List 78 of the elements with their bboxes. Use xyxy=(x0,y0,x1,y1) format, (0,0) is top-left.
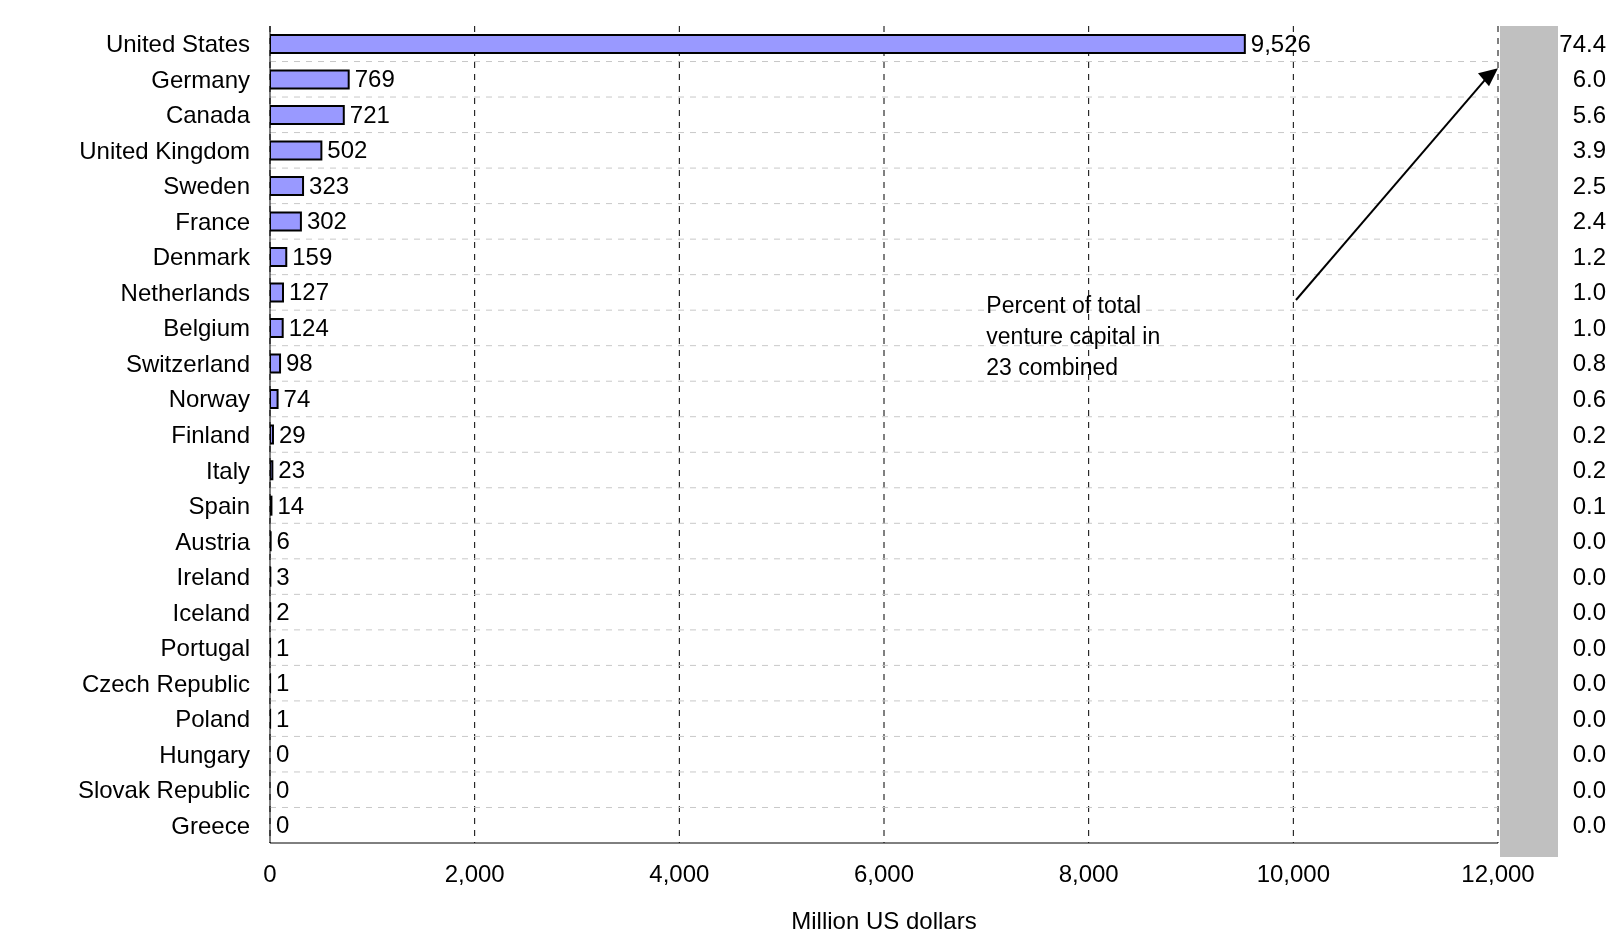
text: 0.0 xyxy=(1572,633,1606,661)
y-tick-label: Hungary xyxy=(159,740,250,768)
data-label: 14 xyxy=(277,491,305,519)
y-tick-label: Italy xyxy=(205,456,250,484)
data-label: 1 xyxy=(276,633,290,661)
data-label: 0 xyxy=(276,775,290,803)
y-tick-label: Sweden xyxy=(163,172,250,200)
text: 0.0 xyxy=(1572,669,1606,697)
text: 2.4 xyxy=(1572,207,1606,235)
y-tick-label: Ireland xyxy=(176,563,250,591)
x-tick-label: 0 xyxy=(263,860,277,888)
y-tick-label: United Kingdom xyxy=(79,136,250,164)
y-tick-label: Slovak Republic xyxy=(77,776,250,804)
text: 0.0 xyxy=(1572,740,1606,768)
y-tick-label: Denmark xyxy=(152,243,251,271)
data-label: 29 xyxy=(278,420,306,448)
data-label: 502 xyxy=(327,136,368,164)
x-tick-label: 10,000 xyxy=(1256,860,1331,888)
data-label: 769 xyxy=(354,65,395,93)
x-tick-label: 4,000 xyxy=(649,860,710,888)
text: 0.0 xyxy=(1572,598,1606,626)
data-label: 1 xyxy=(276,669,290,697)
annotation: Percent of total venture capital in 23 combined xyxy=(986,292,1161,380)
x-tick-label: 12,000 xyxy=(1461,860,1535,888)
text: 0.0 xyxy=(1572,562,1606,590)
text: 5.6 xyxy=(1572,100,1606,128)
data-label: 9,526 xyxy=(1250,29,1311,57)
text: 1.2 xyxy=(1572,242,1606,270)
x-axis-title: Million US dollars xyxy=(791,907,977,934)
data-label: 2 xyxy=(276,598,290,626)
text: 0.6 xyxy=(1572,384,1606,412)
y-tick-label: Netherlands xyxy=(120,278,250,306)
data-label: 323 xyxy=(309,171,350,199)
data-label: 0 xyxy=(276,740,290,768)
y-tick-label: Portugal xyxy=(160,634,250,662)
data-label: 1 xyxy=(276,704,290,732)
data-label: 6 xyxy=(276,527,290,555)
y-tick-label: Finland xyxy=(171,421,250,449)
text: 0.2 xyxy=(1572,456,1606,484)
data-label: 721 xyxy=(349,100,390,128)
data-label: 159 xyxy=(292,242,333,270)
y-tick-label: Poland xyxy=(175,705,250,733)
text: 1.0 xyxy=(1572,313,1606,341)
text: 1.0 xyxy=(1572,278,1606,306)
y-tick-label: Austria xyxy=(175,527,251,555)
text: 2.5 xyxy=(1572,171,1606,199)
text: 0.8 xyxy=(1572,349,1606,377)
x-tick-label: 6,000 xyxy=(853,860,915,888)
y-tick-label: Norway xyxy=(168,385,250,413)
text: 0.0 xyxy=(1572,527,1606,555)
x-tick-label: 2,000 xyxy=(444,860,505,888)
text: 0.0 xyxy=(1572,775,1606,803)
y-tick-label: France xyxy=(175,207,250,235)
data-label: 23 xyxy=(278,456,306,484)
data-label: 98 xyxy=(286,349,313,377)
y-tick-label: Greece xyxy=(171,811,250,839)
text: 0.0 xyxy=(1572,704,1606,732)
text: 3.9 xyxy=(1572,136,1606,164)
text: 0.1 xyxy=(1572,491,1606,519)
data-label: 74 xyxy=(283,384,311,412)
data-label: 127 xyxy=(289,278,330,306)
y-tick-label: Switzerland xyxy=(125,349,250,377)
text: 0.0 xyxy=(1572,811,1606,839)
x-tick-label: 8,000 xyxy=(1058,860,1119,888)
data-label: 0 xyxy=(276,811,290,839)
data-label: 124 xyxy=(288,313,329,341)
data-label: 3 xyxy=(276,562,290,590)
y-tick-label: Belgium xyxy=(163,314,250,342)
y-tick-label: Germany xyxy=(151,65,250,93)
y-tick-label: United States xyxy=(105,30,250,58)
text: 6.0 xyxy=(1572,65,1606,93)
text: 74.4 xyxy=(1559,29,1606,57)
y-tick-label: Czech Republic xyxy=(81,669,250,697)
y-tick-label: Spain xyxy=(188,492,250,520)
data-label: 302 xyxy=(306,207,347,235)
text: 0.2 xyxy=(1572,420,1606,448)
y-tick-label: Iceland xyxy=(172,598,250,626)
y-tick-label: Canada xyxy=(165,101,251,129)
